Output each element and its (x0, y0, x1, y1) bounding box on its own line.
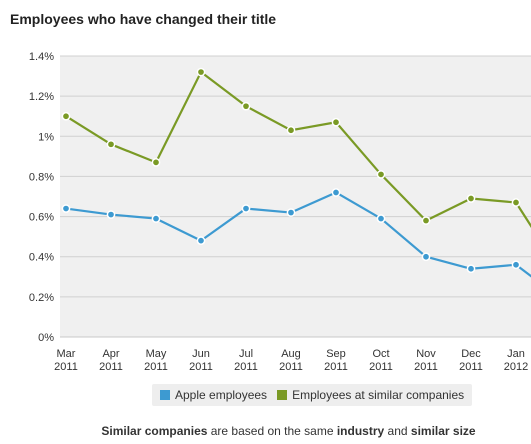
footnote-text-1: are based on the same (207, 424, 337, 438)
chart-title: Employees who have changed their title (10, 11, 277, 27)
x-tick-label: Sep 2011 (324, 348, 348, 373)
data-point-similar-companies[interactable] (151, 158, 161, 167)
data-point-apple[interactable] (61, 204, 71, 213)
x-tick-label: Jan 2012 (504, 348, 528, 373)
footnote-bold-2: industry (336, 424, 385, 438)
data-point-apple[interactable] (376, 214, 386, 223)
data-point-apple[interactable] (466, 264, 476, 274)
legend-label-apple: Apple employees (175, 388, 268, 402)
footnote-text-2: and (384, 424, 411, 438)
chart-legend: Apple employees Employees at similar com… (152, 384, 473, 406)
data-point-similar-companies[interactable] (466, 194, 476, 203)
data-point-similar-companies[interactable] (421, 216, 431, 225)
y-tick-label: 1.2% (29, 91, 54, 103)
legend-swatch-apple (160, 390, 170, 400)
data-point-similar-companies[interactable] (61, 111, 71, 121)
data-point-similar-companies[interactable] (106, 139, 116, 149)
data-point-similar-companies[interactable] (286, 125, 296, 135)
legend-label-similar: Employees at similar companies (292, 388, 465, 402)
x-tick-label: Aug 2011 (279, 348, 303, 373)
data-point-apple[interactable] (196, 236, 206, 246)
data-point-apple[interactable] (151, 214, 161, 223)
y-tick-label: 0.2% (29, 292, 54, 304)
data-point-apple[interactable] (241, 204, 251, 213)
x-tick-label: Jun 2011 (189, 348, 213, 373)
data-point-apple[interactable] (511, 260, 521, 270)
data-point-similar-companies[interactable] (376, 170, 386, 179)
x-tick-label: Jul 2011 (234, 348, 258, 373)
data-point-similar-companies[interactable] (511, 198, 521, 207)
data-point-apple[interactable] (421, 252, 431, 262)
y-tick-label: 0.6% (29, 212, 54, 224)
y-tick-label: 0.8% (29, 171, 54, 183)
x-tick-label: May 2011 (144, 348, 168, 373)
footnote-bold-1: Similar companies (101, 424, 208, 438)
y-tick-label: 0.4% (29, 252, 54, 264)
data-point-similar-companies[interactable] (196, 67, 206, 77)
data-point-similar-companies[interactable] (241, 101, 251, 111)
legend-swatch-similar (277, 390, 288, 400)
footnote: Similar companies are based on the same … (0, 424, 531, 438)
footnote-bold-3: similar size (410, 424, 476, 438)
x-tick-label: Oct 2011 (369, 348, 393, 373)
y-tick-label: 1.4% (29, 51, 54, 63)
x-tick-label: Apr 2011 (99, 348, 123, 373)
data-point-apple[interactable] (106, 210, 116, 219)
data-point-apple[interactable] (331, 188, 341, 197)
y-tick-label: 1% (38, 131, 54, 143)
series-line-apple (65, 191, 531, 278)
y-tick-label: 0% (38, 332, 54, 344)
legend-item-apple[interactable]: Apple employees (160, 388, 267, 402)
data-point-similar-companies[interactable] (331, 117, 341, 127)
x-tick-label: Dec 2011 (459, 348, 483, 373)
legend-item-similar[interactable]: Employees at similar companies (277, 388, 464, 402)
plot-area (60, 56, 531, 337)
x-tick-label: Mar 2011 (54, 348, 78, 373)
data-point-apple[interactable] (286, 208, 296, 217)
x-tick-label: Nov 2011 (414, 348, 438, 373)
series-line-similar-companies (65, 70, 531, 228)
